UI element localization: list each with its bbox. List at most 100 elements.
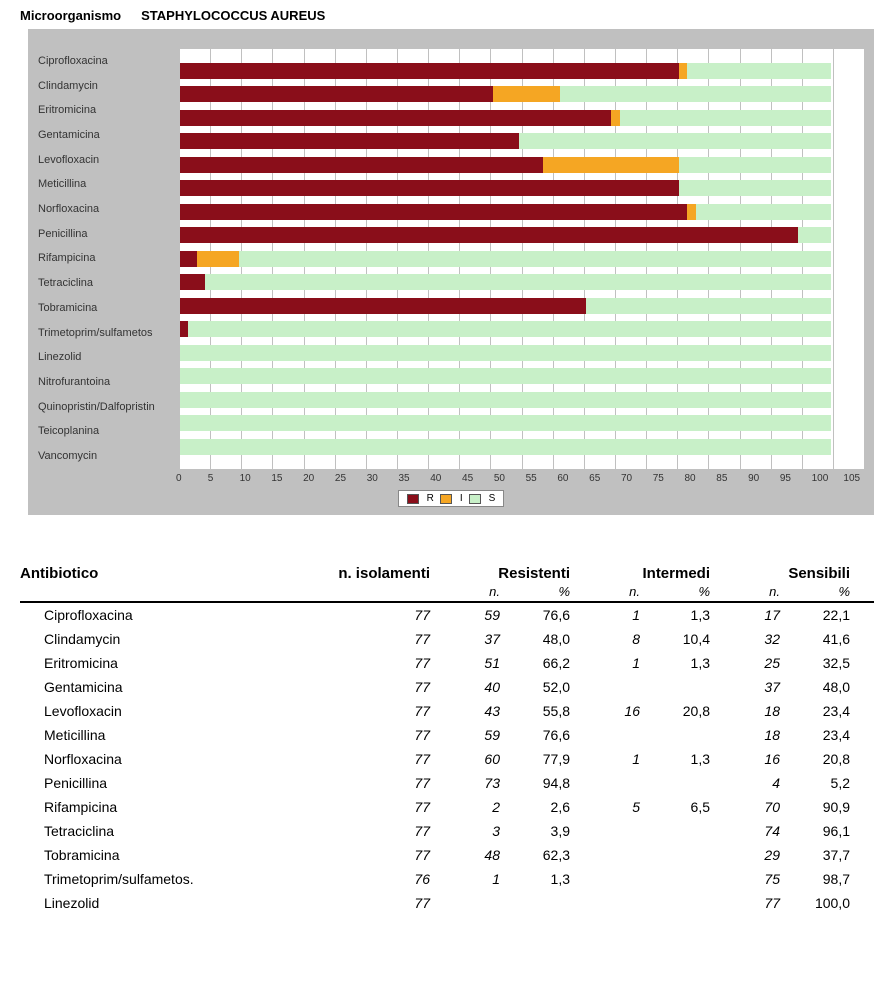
cell-In: 16 [570, 699, 640, 723]
subcol-n: n. [570, 584, 640, 599]
chart-row-label: Nitrofurantoina [38, 371, 176, 394]
chart-bar-segment-S [180, 415, 831, 431]
cell-Sn: 18 [710, 723, 780, 747]
table-row: Clindamycin773748,0810,43241,6 [20, 627, 874, 651]
col-isolamenti: n. isolamenti [290, 565, 430, 582]
chart-bar-segment-S [679, 180, 831, 196]
cell-Sn: 77 [710, 891, 780, 915]
cell-Sp: 100,0 [780, 891, 850, 915]
cell-Sn: 17 [710, 603, 780, 627]
subcol-pct: % [780, 584, 850, 599]
chart-bar-segment-S [798, 227, 832, 243]
cell-Sn: 29 [710, 843, 780, 867]
chart-bar-segment-I [543, 157, 678, 173]
cell-Sn: 74 [710, 819, 780, 843]
chart-bar-segment-S [620, 110, 832, 126]
chart-bar-segment-R [180, 321, 188, 337]
cell-Rn: 40 [430, 675, 500, 699]
chart-bar-row [180, 133, 864, 149]
col-antibiotico: Antibiotico [20, 565, 290, 582]
chart-bar-segment-R [180, 251, 197, 267]
legend-swatch-R [407, 494, 419, 504]
chart-bar-segment-S [180, 345, 831, 361]
cell-In [570, 675, 640, 699]
cell-Rp: 1,3 [500, 867, 570, 891]
chart-x-tick: 25 [335, 473, 367, 484]
cell-In [570, 867, 640, 891]
name: Ciprofloxacina [20, 603, 290, 627]
antibiogram-table: Antibiotico n. isolamenti Resistenti Int… [20, 565, 874, 915]
legend-label-I: I [460, 493, 463, 504]
cell-In: 1 [570, 603, 640, 627]
chart-bar-segment-R [180, 227, 798, 243]
chart-bar-segment-S [180, 439, 831, 455]
name: Tobramicina [20, 843, 290, 867]
header: Microorganismo STAPHYLOCOCCUS AUREUS [0, 0, 894, 29]
legend-swatch-S [469, 494, 481, 504]
chart-bar-row [180, 204, 864, 220]
chart-x-tick: 5 [208, 473, 240, 484]
name: Gentamicina [20, 675, 290, 699]
name: Tetraciclina [20, 819, 290, 843]
chart-bar-segment-R [180, 133, 519, 149]
cell-Rn: 73 [430, 771, 500, 795]
cell-Ip [640, 891, 710, 915]
name: Penicillina [20, 771, 290, 795]
legend-swatch-I [440, 494, 452, 504]
cell-Sp: 5,2 [780, 771, 850, 795]
table-row: Tobramicina774862,32937,7 [20, 843, 874, 867]
cell-Sp: 41,6 [780, 627, 850, 651]
table-header-row-1: Antibiotico n. isolamenti Resistenti Int… [20, 565, 874, 584]
table-row: Levofloxacin774355,81620,81823,4 [20, 699, 874, 723]
chart-row-label: Meticillina [38, 173, 176, 196]
chart-bar-segment-S [519, 133, 832, 149]
cell-Rp: 48,0 [500, 627, 570, 651]
subcol-pct: % [640, 584, 710, 599]
chart-bar-row [180, 298, 864, 314]
cell-Sn: 70 [710, 795, 780, 819]
chart-x-tick: 10 [240, 473, 272, 484]
chart-bar-segment-I [687, 204, 695, 220]
cell-Sp: 37,7 [780, 843, 850, 867]
chart-row-label: Ciprofloxacina [38, 50, 176, 73]
chart-row-label: Trimetoprim/sulfametos [38, 322, 176, 345]
chart-row-label: Tetraciclina [38, 272, 176, 295]
name: Levofloxacin [20, 699, 290, 723]
cell-Sn: 18 [710, 699, 780, 723]
chart-bar-segment-S [560, 86, 831, 102]
cell-Sn: 32 [710, 627, 780, 651]
chart-row-label: Vancomycin [38, 445, 176, 468]
cell-Ip: 1,3 [640, 603, 710, 627]
cell-isol: 77 [290, 627, 430, 651]
table-body: Ciprofloxacina775976,611,31722,1Clindamy… [20, 603, 874, 915]
subcol-pct: % [500, 584, 570, 599]
legend-label-R: R [427, 493, 434, 504]
cell-Rn: 1 [430, 867, 500, 891]
chart-bar-segment-S [586, 298, 832, 314]
cell-Ip: 1,3 [640, 747, 710, 771]
cell-Sp: 90,9 [780, 795, 850, 819]
chart-bar-row [180, 110, 864, 126]
chart-row-label: Teicoplanina [38, 420, 176, 443]
chart-bar-row [180, 251, 864, 267]
cell-Rp: 76,6 [500, 723, 570, 747]
chart-bar-row [180, 63, 864, 79]
chart-bar-segment-I [679, 63, 687, 79]
cell-Sn: 75 [710, 867, 780, 891]
chart-row-label: Rifampicina [38, 247, 176, 270]
cell-Sn: 4 [710, 771, 780, 795]
cell-In: 1 [570, 651, 640, 675]
chart-bar-row [180, 274, 864, 290]
chart-x-tick: 60 [557, 473, 589, 484]
cell-isol: 77 [290, 651, 430, 675]
header-label: Microorganismo [20, 8, 121, 23]
chart-bar-segment-S [239, 251, 831, 267]
cell-Sp: 22,1 [780, 603, 850, 627]
cell-isol: 77 [290, 891, 430, 915]
cell-Rp: 52,0 [500, 675, 570, 699]
cell-Sp: 32,5 [780, 651, 850, 675]
chart-bar-row [180, 439, 864, 455]
chart-bar-segment-S [679, 157, 831, 173]
chart-bar-segment-I [611, 110, 619, 126]
col-resistenti: Resistenti [430, 565, 570, 582]
